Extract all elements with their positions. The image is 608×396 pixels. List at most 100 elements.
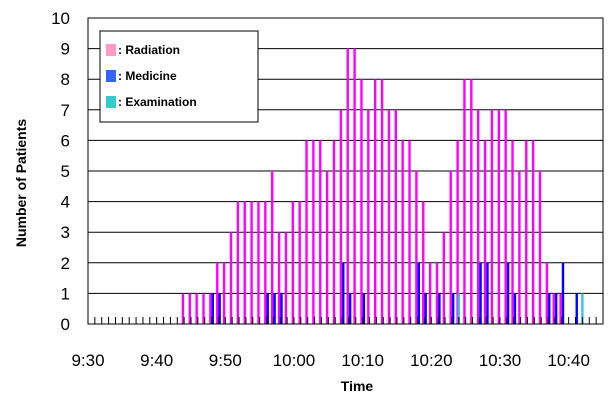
bar-radiation bbox=[387, 109, 391, 324]
bar-radiation bbox=[401, 140, 404, 324]
bar-radiation bbox=[284, 232, 288, 324]
y-tick-label: 4 bbox=[61, 193, 70, 212]
bar-radiation bbox=[435, 262, 439, 324]
y-tick-label: 1 bbox=[61, 284, 70, 303]
bar-radiation bbox=[305, 140, 308, 324]
y-tick-label: 0 bbox=[61, 315, 70, 334]
legend-label-medicine: : Medicine bbox=[118, 69, 177, 83]
y-axis: 0 1 2 3 4 5 6 7 8 9 10 bbox=[51, 9, 70, 334]
x-tick-label: 10:20 bbox=[410, 351, 453, 370]
bar-radiation bbox=[277, 232, 281, 324]
bar-radiation bbox=[463, 79, 466, 324]
bar-radiation bbox=[408, 140, 411, 324]
y-tick-label: 10 bbox=[51, 9, 70, 28]
bar-medicine bbox=[218, 293, 221, 324]
bar-medicine bbox=[362, 293, 366, 324]
bar-radiation bbox=[319, 140, 322, 324]
bar-medicine bbox=[554, 293, 558, 324]
bar-medicine bbox=[513, 293, 517, 324]
bar-radiation bbox=[545, 262, 549, 324]
bar-radiation bbox=[394, 109, 397, 324]
y-tick-label: 7 bbox=[61, 101, 70, 120]
bar-radiation bbox=[181, 293, 185, 324]
bar-medicine bbox=[417, 262, 420, 324]
bar-medicine bbox=[548, 293, 551, 324]
y-tick-label: 2 bbox=[61, 254, 70, 273]
bar-medicine bbox=[348, 293, 352, 324]
y-tick-label: 9 bbox=[61, 40, 70, 59]
bar-radiation bbox=[257, 201, 260, 324]
bar-medicine bbox=[575, 293, 578, 324]
bar-radiation bbox=[216, 262, 219, 324]
bar-radiation bbox=[202, 293, 205, 324]
bar-radiation bbox=[531, 140, 535, 324]
bar-radiation bbox=[490, 109, 494, 324]
bar-radiation bbox=[552, 293, 555, 324]
bar-medicine bbox=[438, 293, 441, 324]
bar-radiation bbox=[470, 79, 473, 324]
x-tick-label: 10:30 bbox=[479, 351, 522, 370]
legend-box bbox=[99, 30, 259, 123]
bar-radiation bbox=[367, 109, 370, 324]
bar-medicine bbox=[342, 262, 345, 324]
bar-radiation bbox=[428, 262, 432, 324]
x-tick-label: 9:30 bbox=[71, 351, 104, 370]
y-tick-label: 8 bbox=[61, 70, 70, 89]
bar-radiation bbox=[250, 201, 253, 324]
y-tick-label: 5 bbox=[61, 162, 70, 181]
bar-radiation bbox=[449, 171, 452, 324]
bars bbox=[181, 48, 584, 324]
bar-radiation bbox=[188, 293, 191, 324]
legend: : Radiation: Medicine: Examination bbox=[99, 30, 259, 123]
bar-radiation bbox=[325, 171, 329, 324]
bar-radiation bbox=[195, 293, 198, 324]
x-tick-label: 10:40 bbox=[547, 351, 590, 370]
bar-medicine bbox=[273, 293, 276, 324]
bar-medicine bbox=[280, 293, 283, 324]
x-axis-title: Time bbox=[341, 378, 374, 394]
bar-radiation bbox=[209, 293, 212, 324]
bar-radiation bbox=[353, 48, 356, 324]
bar-radiation bbox=[332, 140, 336, 324]
bar-medicine bbox=[424, 293, 427, 324]
bar-radiation bbox=[525, 140, 528, 324]
bar-medicine bbox=[266, 293, 269, 324]
bar-radiation bbox=[264, 201, 267, 324]
x-tick-label: 10:00 bbox=[273, 351, 316, 370]
bar-radiation bbox=[456, 140, 459, 324]
y-tick-label: 3 bbox=[61, 223, 70, 242]
bar-medicine bbox=[451, 293, 455, 324]
bar-radiation bbox=[271, 171, 274, 324]
bar-medicine bbox=[479, 262, 482, 324]
plot-frame bbox=[87, 17, 604, 325]
x-tick-label: 9:40 bbox=[140, 351, 173, 370]
bar-radiation bbox=[236, 201, 240, 324]
bar-examination bbox=[457, 293, 460, 324]
legend-swatch-radiation bbox=[106, 44, 116, 56]
bar-radiation bbox=[339, 109, 343, 324]
bar-radiation bbox=[415, 171, 418, 324]
bar-medicine bbox=[561, 262, 565, 324]
x-axis: 9:30 9:40 9:50 10:00 10:10 10:20 10:30 10:40 bbox=[71, 317, 604, 370]
y-tick-label: 6 bbox=[61, 131, 70, 150]
bar-radiation bbox=[504, 109, 507, 324]
x-tick-label: 9:50 bbox=[209, 351, 242, 370]
bar-radiation bbox=[291, 201, 294, 324]
bar-radiation bbox=[312, 140, 315, 324]
bar-radiation bbox=[477, 109, 480, 324]
x-tick-label: 10:10 bbox=[341, 351, 384, 370]
y-axis-title: Number of Patients bbox=[13, 119, 29, 248]
bar-radiation bbox=[483, 140, 487, 324]
legend-swatch-medicine bbox=[106, 70, 116, 82]
bar-radiation bbox=[360, 79, 363, 324]
bar-radiation bbox=[518, 171, 521, 324]
bar-radiation bbox=[222, 262, 226, 324]
bar-radiation bbox=[442, 232, 446, 324]
bar-radiation bbox=[298, 201, 301, 324]
bar-radiation bbox=[346, 48, 349, 324]
bar-radiation bbox=[422, 201, 425, 324]
bar-radiation bbox=[559, 293, 562, 324]
legend-label-examination: : Examination bbox=[118, 95, 197, 109]
bar-medicine bbox=[506, 262, 510, 324]
